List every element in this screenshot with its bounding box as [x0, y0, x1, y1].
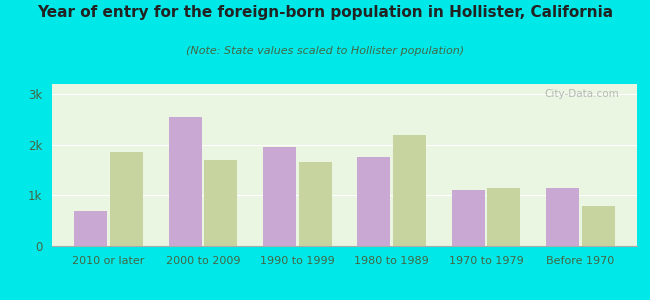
Text: Year of entry for the foreign-born population in Hollister, California: Year of entry for the foreign-born popul… [37, 4, 613, 20]
Bar [393, 135, 426, 246]
Bar [168, 117, 202, 246]
Text: (Note: State values scaled to Hollister population): (Note: State values scaled to Hollister … [186, 46, 464, 56]
Bar [452, 190, 485, 246]
Bar [546, 188, 579, 246]
Bar [204, 160, 237, 246]
Bar [299, 163, 332, 246]
Bar [74, 211, 107, 246]
Bar [263, 147, 296, 246]
Bar [358, 158, 390, 246]
Legend: Hollister, California: Hollister, California [239, 298, 450, 300]
Text: City-Data.com: City-Data.com [545, 89, 619, 99]
Bar [582, 206, 615, 246]
Bar [488, 188, 521, 246]
Bar [110, 152, 143, 246]
